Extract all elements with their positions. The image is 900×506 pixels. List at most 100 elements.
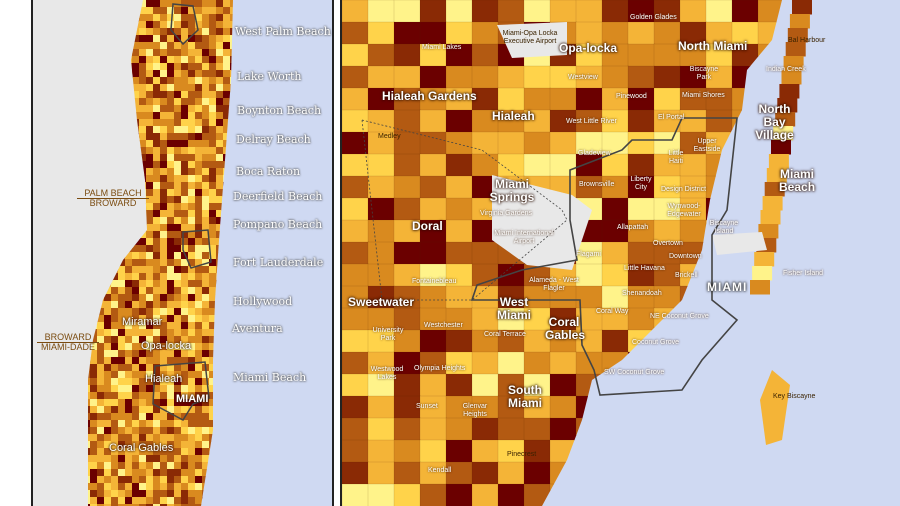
census-tract (146, 406, 154, 414)
census-tract (237, 385, 245, 393)
census-tract (223, 252, 231, 260)
census-tract (174, 378, 182, 386)
detail-map[interactable]: Hialeah Gardens Hialeah Opa-locka North … (340, 0, 900, 506)
census-tract (230, 427, 233, 435)
census-tract (230, 483, 233, 491)
census-tract (153, 63, 161, 71)
overview-map-canvas[interactable] (33, 0, 334, 506)
census-tract (90, 420, 98, 428)
census-tract (125, 385, 133, 393)
census-tract (202, 266, 210, 274)
census-tract (88, 448, 91, 456)
census-tract (181, 147, 189, 155)
census-tract (209, 287, 217, 295)
census-tract (174, 63, 182, 71)
census-tract (111, 280, 119, 288)
census-tract (97, 441, 105, 449)
census-tract (209, 413, 217, 421)
census-tract (445, 109, 473, 133)
census-tract (202, 210, 210, 218)
census-tract (174, 420, 182, 428)
census-tract (153, 154, 161, 162)
census-tract (111, 434, 119, 442)
census-tract (230, 287, 233, 295)
census-tract (160, 70, 168, 78)
census-tract (160, 364, 168, 372)
census-tract (216, 364, 224, 372)
census-tract (97, 378, 105, 386)
census-tract (202, 385, 210, 393)
census-tract (125, 301, 133, 309)
census-tract (731, 483, 759, 506)
detail-map-canvas[interactable] (342, 0, 900, 506)
census-tract (153, 287, 161, 295)
census-tract (342, 197, 369, 221)
census-tract (419, 329, 447, 353)
census-tract (230, 210, 233, 218)
census-tract (188, 49, 196, 57)
census-tract (167, 147, 175, 155)
census-tract (104, 329, 112, 337)
city-label-pompano-beach: Pompano Beach (233, 218, 323, 231)
census-tract (174, 147, 182, 155)
census-tract (497, 87, 525, 111)
census-tract (209, 315, 217, 323)
census-tract (118, 287, 126, 295)
census-tract (195, 413, 203, 421)
census-tract (153, 476, 161, 484)
census-tract (118, 301, 126, 309)
census-tract (174, 266, 182, 274)
census-tract (104, 420, 112, 428)
census-tract (153, 77, 161, 85)
census-tract (181, 357, 189, 365)
census-tract (104, 308, 112, 316)
census-tract (209, 112, 217, 120)
census-tract (153, 133, 161, 141)
census-tract (731, 461, 759, 485)
census-tract (549, 153, 577, 177)
census-tract (209, 364, 217, 372)
census-tract (367, 461, 395, 485)
overview-map[interactable]: West Palm Beach Lake Worth Boynton Beach… (31, 0, 334, 506)
census-tract (174, 154, 182, 162)
census-tract (90, 357, 98, 365)
census-tract (153, 301, 161, 309)
census-tract (679, 483, 707, 506)
census-tract (342, 263, 369, 287)
census-tract (202, 105, 210, 113)
census-tract (230, 434, 233, 442)
census-tract (160, 385, 168, 393)
census-tract (705, 351, 733, 375)
census-tract (139, 441, 147, 449)
census-tract (160, 84, 168, 92)
census-tract (216, 105, 224, 113)
census-tract (342, 0, 369, 23)
census-tract (139, 413, 147, 421)
census-tract (209, 469, 217, 477)
census-tract (160, 329, 168, 337)
census-tract (497, 131, 525, 155)
census-tract (104, 357, 112, 365)
census-tract (230, 357, 233, 365)
census-tract (230, 308, 233, 316)
census-tract (167, 140, 175, 148)
census-tract (757, 329, 782, 353)
census-tract (125, 364, 133, 372)
census-tract (223, 7, 231, 15)
census-tract (195, 336, 203, 344)
census-tract (132, 56, 140, 64)
census-tract (223, 406, 231, 414)
census-tract (181, 196, 189, 204)
census-tract (160, 203, 168, 211)
nb-flagami: Flagami (576, 251, 601, 258)
census-tract (146, 203, 154, 211)
census-tract (132, 287, 140, 295)
census-tract (139, 287, 147, 295)
census-tract (471, 373, 499, 397)
census-tract (342, 43, 369, 67)
census-tract (202, 238, 210, 246)
census-tract (195, 21, 203, 29)
census-tract (195, 217, 203, 225)
census-tract (445, 285, 473, 309)
census-tract (146, 84, 154, 92)
